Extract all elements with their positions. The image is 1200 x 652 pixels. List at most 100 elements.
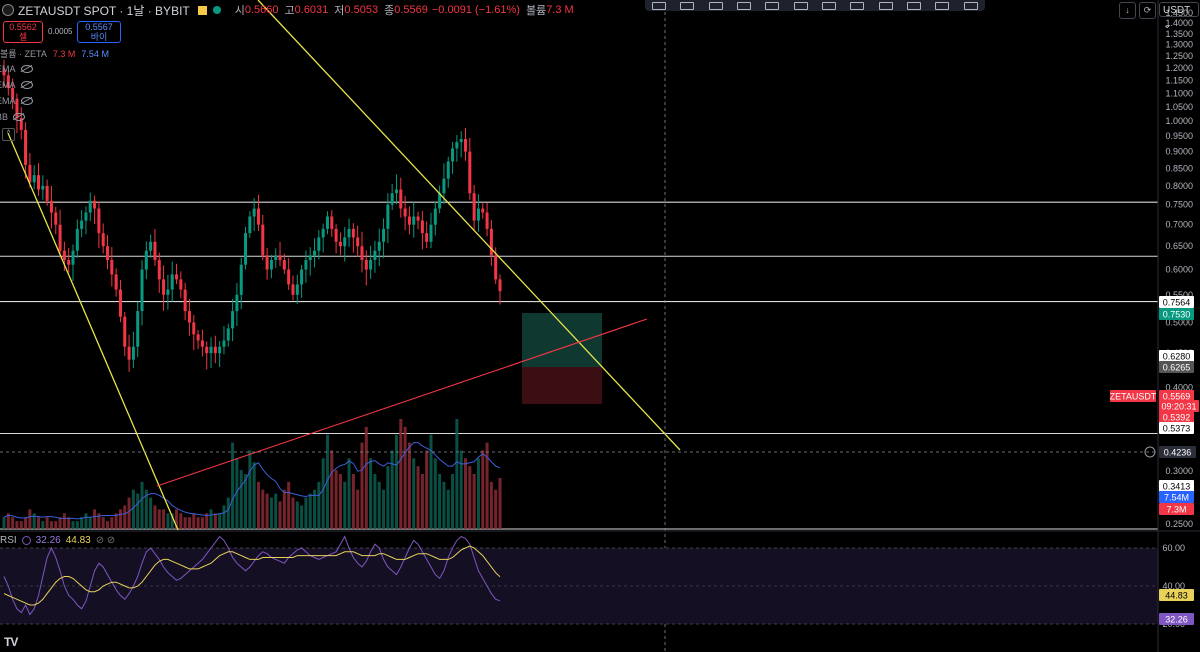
- level-badge: 0.7530: [1163, 310, 1191, 320]
- volume-value: 7.3 M: [546, 4, 574, 16]
- tradingview-logo[interactable]: TV: [4, 635, 18, 649]
- eye-hidden-icon[interactable]: [20, 97, 33, 105]
- volume-bar: [364, 426, 368, 529]
- low-label: 저: [334, 5, 345, 17]
- collapse-indicators-button[interactable]: ^: [2, 128, 15, 141]
- volume-bar: [153, 505, 157, 529]
- indicator-volume[interactable]: 볼륨 · ZETA 7.3 M 7.54 M: [0, 47, 109, 60]
- rsi-value: 32.26: [35, 535, 61, 546]
- candle-body: [183, 289, 187, 312]
- text-tool-icon[interactable]: [907, 1, 922, 10]
- rsi-header: RSI 32.26 44.83 ⊘ ⊘: [0, 535, 115, 546]
- candle-body: [88, 200, 92, 213]
- candle-body: [200, 340, 204, 347]
- candle-body: [114, 274, 118, 290]
- buy-button[interactable]: 0.5567 바이: [77, 21, 121, 43]
- volume-bar: [420, 474, 424, 529]
- long-position-profit-zone: [522, 313, 602, 367]
- rectangle-tool-icon[interactable]: [793, 1, 808, 10]
- candle-body: [218, 346, 222, 354]
- crosshair-price-badge-bg: [1159, 446, 1196, 458]
- volume-bar: [131, 489, 135, 529]
- fib-tool-icon[interactable]: [765, 1, 780, 10]
- price-tick-label: 0.5500: [1165, 290, 1193, 300]
- price-tick-label: 1.2500: [1165, 51, 1193, 61]
- countdown-badge: 09:20:31: [1161, 402, 1196, 412]
- volume-bar: [451, 474, 455, 529]
- candle-body: [67, 259, 71, 265]
- volume-bar: [170, 513, 174, 529]
- price-tick-label: 0.8000: [1165, 181, 1193, 191]
- candle-body: [235, 294, 239, 312]
- volume-bar: [390, 450, 394, 529]
- volume-bar: [222, 505, 226, 529]
- path-tool-icon[interactable]: [708, 1, 723, 10]
- flag-tool-icon[interactable]: [963, 1, 978, 10]
- pattern-tool-icon[interactable]: [822, 1, 837, 10]
- pitchfork-tool-icon[interactable]: [737, 1, 752, 10]
- buy-label: 바이: [90, 32, 108, 42]
- long-position-tool-icon[interactable]: [878, 1, 893, 10]
- candle-body: [416, 216, 420, 221]
- volume-bar: [196, 517, 200, 529]
- volume-bar: [15, 521, 19, 529]
- eye-hidden-icon[interactable]: [13, 113, 26, 121]
- candle-body: [390, 193, 394, 205]
- volume-bar: [84, 513, 88, 529]
- volume-bar: [351, 474, 355, 529]
- price-tick-label: 0.8500: [1165, 163, 1193, 173]
- volume-bar: [110, 517, 114, 529]
- indicator-bb[interactable]: BB: [0, 112, 26, 122]
- volume-bar: [295, 501, 299, 529]
- indicator-ema-2[interactable]: EMA: [0, 80, 33, 90]
- rsi-badge-bg: [1159, 613, 1194, 625]
- volume-bar: [136, 493, 140, 529]
- candles: [2, 59, 502, 372]
- candle-body: [28, 164, 32, 183]
- flag-icon[interactable]: [197, 5, 207, 15]
- volume-bar: [278, 501, 282, 529]
- candle-body: [2, 69, 6, 76]
- volume-bar: [140, 481, 144, 529]
- indicator-volume-v2: 7.54 M: [81, 48, 109, 59]
- eye-hidden-icon[interactable]: [20, 65, 33, 73]
- volume-bar: [429, 434, 433, 529]
- candle-body: [261, 224, 265, 256]
- high-label: 고: [284, 5, 295, 17]
- candle-body: [356, 237, 360, 247]
- candle-body: [140, 269, 144, 312]
- volume-bar: [231, 442, 235, 529]
- settings-icon[interactable]: [21, 536, 31, 545]
- symbol-title[interactable]: ZETAUSDT SPOT · 1날 · BYBIT: [18, 3, 190, 18]
- trendline-tool-icon[interactable]: [652, 1, 667, 10]
- candle-body: [54, 212, 58, 225]
- indicator-ema-1[interactable]: EMA: [0, 64, 33, 74]
- candle-body: [425, 233, 429, 242]
- volume-bar: [425, 450, 429, 529]
- price-tick-label: 0.2500: [1165, 519, 1193, 529]
- candle-body: [153, 241, 157, 260]
- volume-bars: [2, 419, 502, 529]
- price-tick-label: 1.4000: [1165, 18, 1193, 28]
- refresh-icon[interactable]: ⟳: [1139, 2, 1156, 19]
- ray-tool-icon[interactable]: [680, 1, 695, 10]
- visibility-icon[interactable]: ⊘ ⊘: [95, 535, 116, 546]
- sell-button[interactable]: 0.5562 셀: [3, 21, 43, 43]
- rsi-ma-badge-bg: [1159, 589, 1194, 601]
- elliott-tool-icon[interactable]: [850, 1, 865, 10]
- candle-body: [282, 259, 286, 270]
- eye-hidden-icon[interactable]: [20, 81, 33, 89]
- price-tick-label: 1.0500: [1165, 102, 1193, 112]
- currency-selector[interactable]: USDT ⌄: [1159, 2, 1199, 31]
- candle-body: [136, 311, 140, 347]
- volume-bar: [101, 517, 105, 529]
- candle-body: [433, 208, 437, 225]
- candle-body: [420, 220, 424, 234]
- indicator-ema-3[interactable]: EMA: [0, 96, 33, 106]
- download-icon[interactable]: ↓: [1119, 2, 1136, 19]
- rsi-ma-line: [3, 545, 501, 606]
- level-badge: 0.3413: [1163, 482, 1191, 492]
- shape-tool-icon[interactable]: [935, 1, 950, 10]
- price-tick-label: 1.3500: [1165, 29, 1193, 39]
